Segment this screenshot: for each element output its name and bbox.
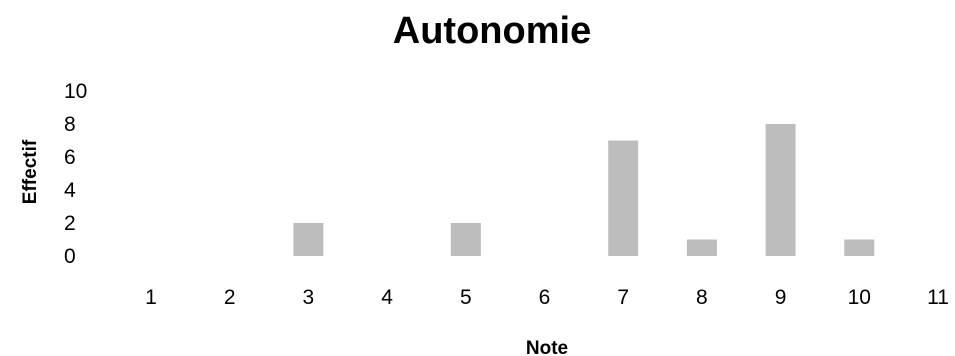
x-axis-label: Note bbox=[526, 338, 568, 356]
bar bbox=[844, 239, 875, 256]
y-tick-labels: 0 2 4 6 8 10 bbox=[64, 80, 87, 268]
y-tick-label: 0 bbox=[64, 245, 76, 268]
y-axis-label: Effectif bbox=[20, 139, 41, 204]
bar bbox=[450, 223, 481, 256]
x-tick-label: 4 bbox=[381, 286, 393, 309]
x-tick-label: 2 bbox=[224, 286, 236, 309]
chart-title: Autonomie bbox=[393, 10, 591, 52]
x-tick-labels: 1 2 3 4 5 6 7 8 9 10 11 bbox=[145, 286, 949, 309]
bar bbox=[293, 223, 324, 256]
y-tick-label: 2 bbox=[64, 212, 76, 235]
bar bbox=[765, 124, 796, 256]
x-tick-label: 1 bbox=[145, 286, 157, 309]
x-tick-label: 7 bbox=[617, 286, 629, 309]
y-tick-label: 10 bbox=[64, 80, 87, 103]
x-tick-label: 6 bbox=[539, 286, 551, 309]
y-tick-label: 6 bbox=[64, 146, 76, 169]
y-tick-label: 8 bbox=[64, 113, 76, 136]
bars bbox=[293, 124, 875, 256]
x-tick-label: 5 bbox=[460, 286, 472, 309]
x-tick-label: 3 bbox=[303, 286, 315, 309]
x-tick-label: 9 bbox=[775, 286, 787, 309]
x-tick-label: 10 bbox=[848, 286, 871, 309]
bar bbox=[686, 239, 717, 256]
x-tick-label: 8 bbox=[696, 286, 708, 309]
y-tick-label: 4 bbox=[64, 179, 76, 202]
bar bbox=[608, 140, 639, 256]
x-tick-label: 11 bbox=[927, 286, 949, 309]
